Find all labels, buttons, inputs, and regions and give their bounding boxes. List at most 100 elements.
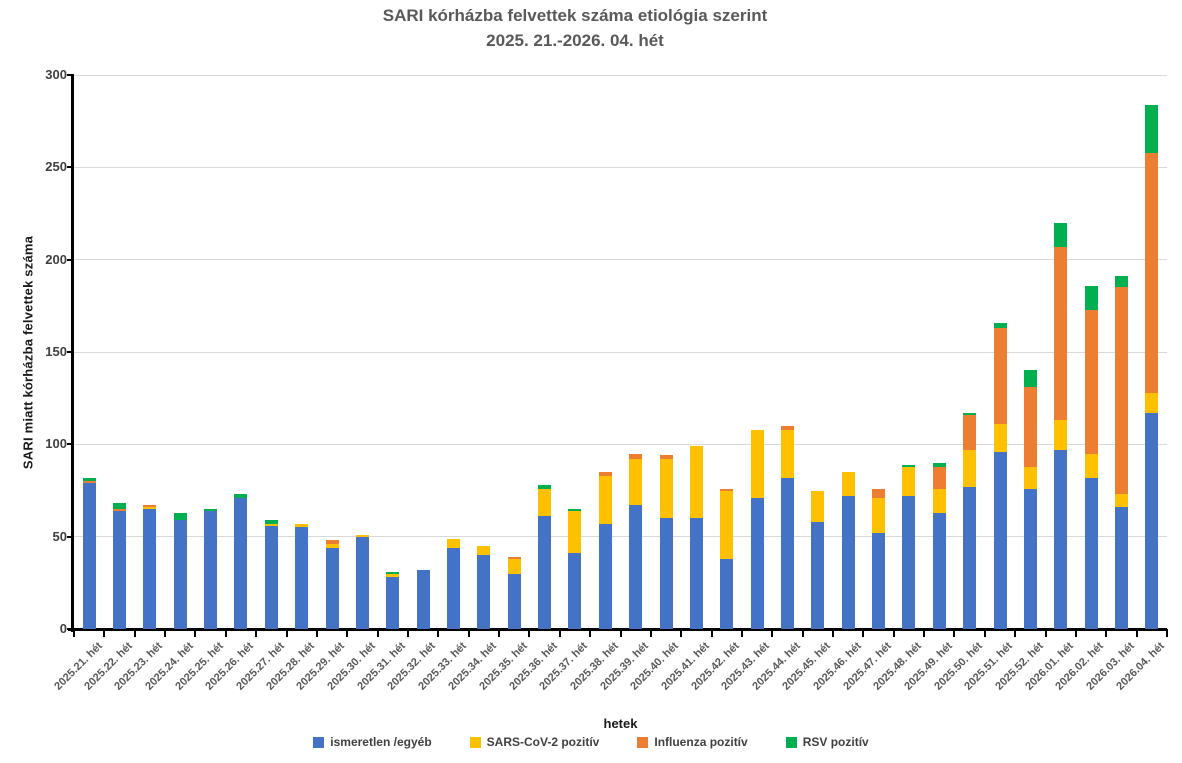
bar-2025.50. hét [963,412,977,629]
x-axis-line [68,628,1167,631]
segment-ismeretlen /egyéb [538,516,552,629]
y-tick-label-300: 300 [45,67,67,82]
x-tick-14 [498,629,501,637]
gridline-250 [74,166,1167,168]
legend-item: RSV pozitív [785,735,869,749]
y-tick-label-200: 200 [45,251,67,267]
y-tick-50 [67,535,74,538]
segment-SARS-CoV-2 pozitív [264,523,278,526]
segment-RSV pozitív [1084,285,1098,310]
segment-SARS-CoV-2 pozitív [780,429,794,478]
x-tick-35 [1135,629,1138,637]
legend-item: SARS-CoV-2 pozitív [469,735,600,749]
segment-Influenza pozitív [325,540,339,545]
segment-RSV pozitív [264,520,278,524]
segment-ismeretlen /egyéb [447,547,460,629]
segment-ismeretlen /egyéb [1023,488,1037,629]
segment-Influenza pozitív [82,481,96,484]
legend: ismeretlen /egyéb SARS-CoV-2 pozitív Influ… [0,735,1182,749]
segment-SARS-CoV-2 pozitív [963,449,977,487]
bar-2025.44. hét [780,425,794,629]
segment-SARS-CoV-2 pozitív [538,488,552,517]
segment-ismeretlen /egyéb [993,451,1007,629]
bar-2025.30. hét [355,534,369,629]
legend-swatch-icon [469,736,481,748]
segment-RSV pozitív [1054,222,1068,247]
segment-ismeretlen /egyéb [507,573,521,629]
bar-2025.28. hét [295,523,309,629]
plot-area [67,74,1168,637]
segment-ismeretlen /egyéb [720,558,734,629]
bar-2025.25. hét [204,508,218,629]
segment-ismeretlen /egyéb [932,512,946,629]
segment-Influenza pozitív [143,505,157,508]
segment-ismeretlen /egyéb [143,508,157,629]
segment-Influenza pozitív [963,414,977,450]
bar-2025.40. hét [659,455,673,629]
segment-ismeretlen /egyéb [902,496,916,629]
segment-ismeretlen /egyéb [872,532,886,629]
x-tick-8 [315,629,318,637]
x-tick-11 [406,629,409,637]
x-tick-22 [740,629,743,637]
segment-ismeretlen /egyéb [386,577,400,629]
segment-Influenza pozitív [1114,287,1128,495]
x-tick-26 [862,629,865,637]
segment-ismeretlen /egyéb [963,486,977,629]
segment-Influenza pozitív [780,425,794,430]
segment-SARS-CoV-2 pozitív [750,429,764,498]
legend-label: ismeretlen /egyéb [330,735,432,749]
segment-SARS-CoV-2 pozitív [872,497,886,533]
bar-2025.47. hét [872,488,886,629]
bar-2026.04. hét [1145,104,1159,629]
y-tick-250 [67,166,74,169]
x-tick-1 [103,629,106,637]
segment-RSV pozitív [902,464,916,467]
legend-label: SARS-CoV-2 pozitív [486,735,600,749]
segment-RSV pozitív [1145,104,1159,153]
y-axis-line [71,75,74,632]
segment-ismeretlen /egyéb [598,523,612,629]
bar-2025.23. hét [143,505,157,629]
segment-SARS-CoV-2 pozitív [447,538,460,548]
segment-Influenza pozitív [1023,387,1037,467]
gridline-150 [74,351,1167,353]
bar-2025.29. hét [325,540,339,629]
segment-ismeretlen /egyéb [416,569,430,629]
bar-2025.33. hét [447,538,460,629]
x-tick-28 [923,629,926,637]
x-tick-5 [224,629,227,637]
segment-ismeretlen /egyéb [1114,507,1128,629]
segment-ismeretlen /egyéb [811,521,825,629]
x-tick-34 [1105,629,1108,637]
bar-2025.51. hét [993,322,1007,629]
bar-2025.35. hét [507,557,521,629]
chart-title: SARI kórházba felvettek száma etiológia … [0,4,1150,53]
y-tick-label-0: 0 [59,621,67,636]
legend-label: RSV pozitív [802,735,869,749]
segment-ismeretlen /egyéb [841,496,855,629]
segment-ismeretlen /egyéb [234,497,248,629]
segment-ismeretlen /egyéb [204,510,218,629]
segment-SARS-CoV-2 pozitív [993,424,1007,452]
bar-2025.31. hét [386,571,400,629]
segment-RSV pozitív [1114,276,1128,288]
bar-2025.38. hét [598,472,612,629]
segment-RSV pozitív [204,508,218,511]
x-tick-13 [467,629,470,637]
bar-2025.42. hét [720,488,734,629]
segment-SARS-CoV-2 pozitív [689,446,703,519]
segment-RSV pozitív [386,571,400,574]
bar-2025.52. hét [1023,370,1037,629]
segment-RSV pozitív [932,462,946,467]
y-tick-label-250: 250 [45,159,67,175]
x-tick-7 [285,629,288,637]
chart-title-line1: SARI kórházba felvettek száma etiológia … [382,6,768,25]
y-tick-0 [67,628,74,630]
bar-2025.41. hét [689,446,703,629]
x-tick-32 [1044,629,1047,637]
x-tick-10 [376,629,379,637]
segment-SARS-CoV-2 pozitív [841,472,855,497]
x-tick-30 [983,629,986,637]
segment-SARS-CoV-2 pozitív [902,466,916,497]
